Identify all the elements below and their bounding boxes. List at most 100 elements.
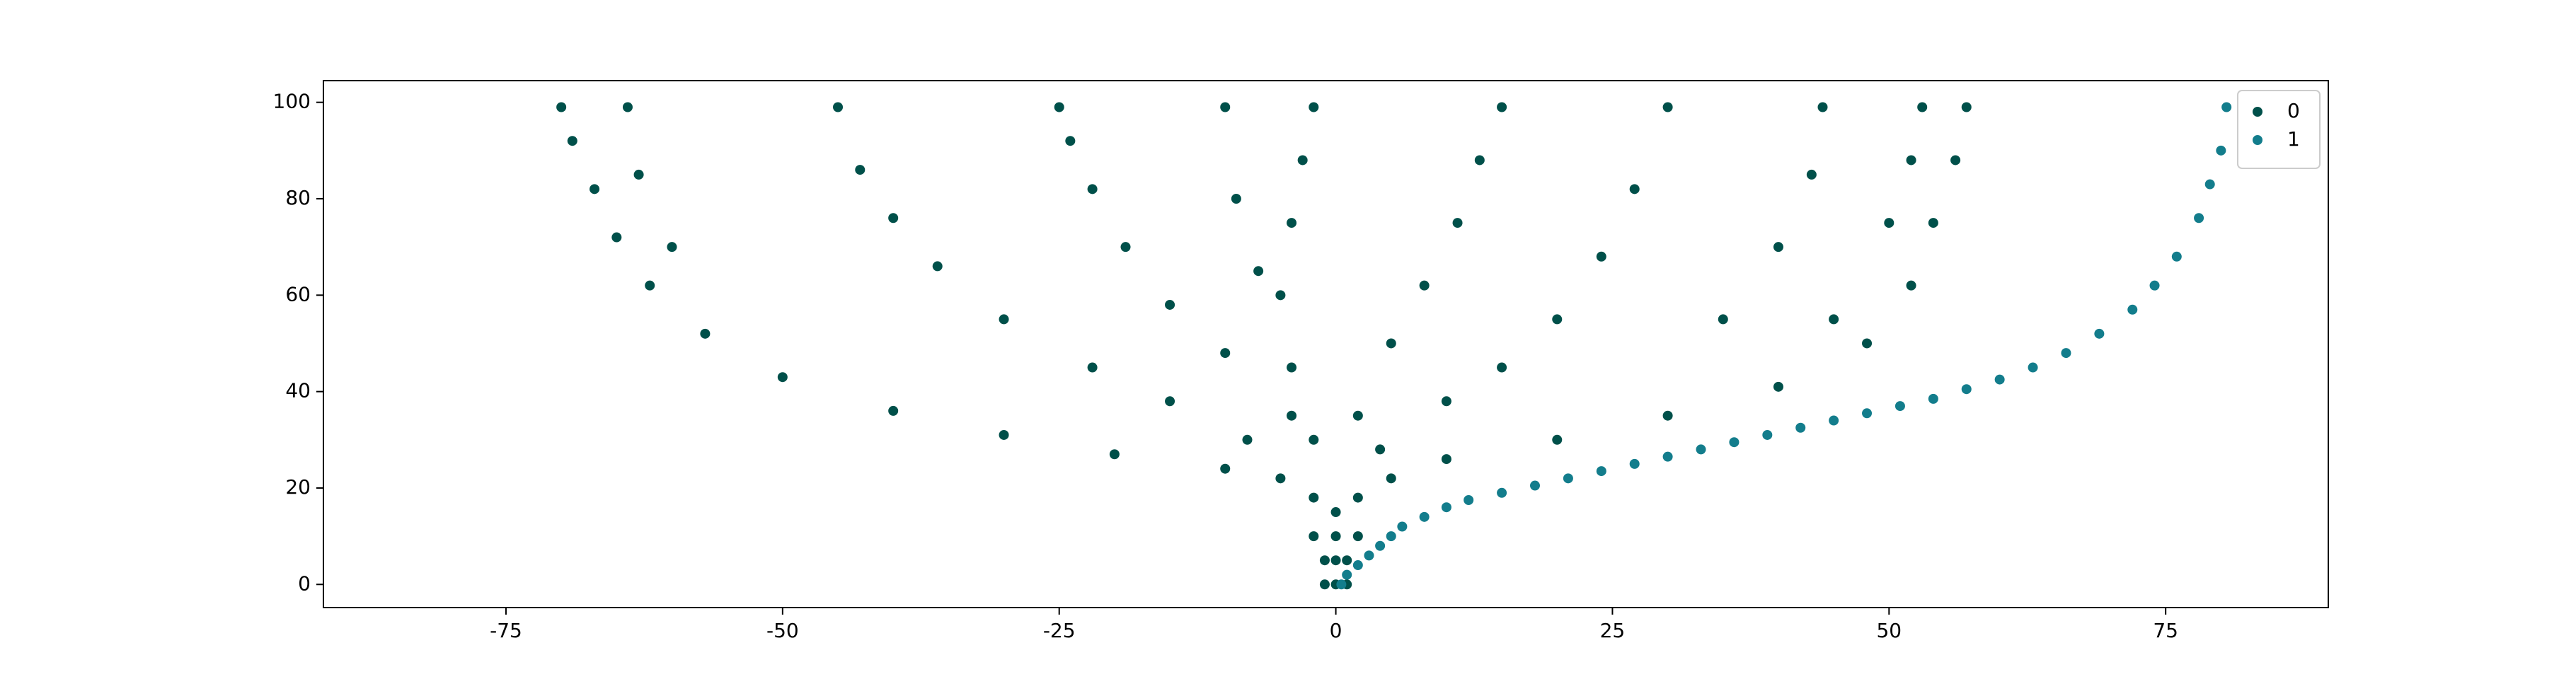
- point: [1452, 218, 1463, 228]
- x-tick-label: 75: [2153, 619, 2178, 642]
- x-tick-label: 50: [1876, 619, 1902, 642]
- point: [1330, 555, 1341, 566]
- point: [1342, 555, 1352, 566]
- legend-label: 0: [2287, 99, 2300, 122]
- point: [1087, 184, 1098, 195]
- point: [1552, 314, 1563, 325]
- point: [932, 261, 943, 272]
- point: [1441, 502, 1451, 513]
- point: [645, 280, 655, 291]
- point: [1950, 155, 1961, 166]
- point: [1662, 102, 1673, 112]
- x-tick-label: 25: [1600, 619, 1626, 642]
- point: [1906, 280, 1916, 291]
- y-tick-label: 20: [285, 475, 311, 499]
- point: [1829, 314, 1839, 325]
- point: [2171, 251, 2182, 262]
- point: [1309, 492, 1319, 503]
- point: [1275, 473, 1286, 484]
- point: [567, 136, 577, 146]
- point: [1917, 102, 1928, 112]
- point: [2149, 280, 2160, 291]
- point: [1862, 338, 1873, 349]
- point: [999, 314, 1009, 325]
- point: [1109, 449, 1120, 460]
- point: [1961, 102, 1972, 112]
- point: [1220, 463, 1231, 474]
- point: [1352, 531, 1363, 542]
- point: [2028, 362, 2038, 373]
- point: [1773, 381, 1783, 392]
- point: [1297, 155, 1308, 166]
- point: [833, 102, 844, 112]
- point: [1336, 579, 1347, 590]
- point: [1231, 193, 1241, 204]
- point: [1419, 511, 1430, 522]
- y-tick-label: 40: [285, 379, 311, 402]
- point: [667, 242, 677, 253]
- point: [1961, 384, 1972, 395]
- point: [1287, 362, 1297, 373]
- x-tick-label: -25: [1043, 619, 1076, 642]
- point: [633, 169, 644, 180]
- point: [1497, 102, 1507, 112]
- point: [1464, 495, 1474, 506]
- point: [700, 328, 711, 339]
- point: [1762, 429, 1773, 440]
- point: [1497, 487, 1507, 498]
- point: [1330, 507, 1341, 518]
- y-tick-label: 100: [273, 90, 311, 113]
- point: [1275, 290, 1286, 301]
- point: [1928, 393, 1938, 404]
- point: [1386, 531, 1396, 542]
- point: [1419, 280, 1430, 291]
- y-tick-label: 60: [285, 282, 311, 306]
- point: [1696, 444, 1706, 455]
- y-tick-label: 0: [298, 571, 311, 595]
- plot-frame: [323, 80, 2329, 608]
- point: [1330, 531, 1341, 542]
- point: [2094, 328, 2105, 339]
- point: [1596, 466, 1606, 477]
- point: [1596, 251, 1606, 262]
- point: [1662, 451, 1673, 462]
- point: [1309, 531, 1319, 542]
- point: [1884, 218, 1894, 228]
- x-tick-label: -75: [490, 619, 522, 642]
- point: [1817, 102, 1828, 112]
- point: [1906, 155, 1916, 166]
- point: [1165, 396, 1175, 407]
- point: [1497, 362, 1507, 373]
- point: [622, 102, 633, 112]
- point: [1773, 242, 1783, 253]
- point: [1894, 401, 1905, 412]
- point: [590, 184, 600, 195]
- point: [2061, 348, 2071, 359]
- x-tick-label: 0: [1330, 619, 1342, 642]
- point: [1054, 102, 1064, 112]
- point: [1319, 579, 1330, 590]
- point: [556, 102, 567, 112]
- point: [1165, 299, 1175, 310]
- point: [2204, 179, 2215, 190]
- point: [1994, 374, 2005, 385]
- point: [888, 405, 899, 416]
- point: [1242, 434, 1253, 445]
- point: [1364, 550, 1374, 561]
- point: [1220, 348, 1231, 359]
- legend-box: [2237, 90, 2321, 169]
- point: [1795, 422, 1806, 433]
- x-tick-label: -50: [766, 619, 799, 642]
- point: [1552, 434, 1563, 445]
- point: [1352, 410, 1363, 421]
- point: [1441, 454, 1451, 465]
- point: [1629, 184, 1640, 195]
- point: [1220, 102, 1231, 112]
- y-tick-label: 80: [285, 186, 311, 209]
- point: [1928, 218, 1938, 228]
- point: [1319, 555, 1330, 566]
- point: [1474, 155, 1485, 166]
- point: [2216, 145, 2226, 156]
- point: [2127, 304, 2138, 315]
- point: [888, 213, 899, 224]
